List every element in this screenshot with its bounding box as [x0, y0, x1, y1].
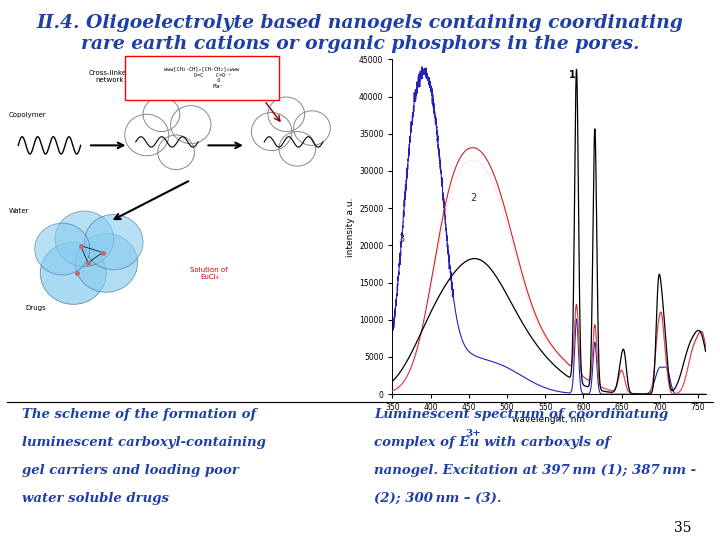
Text: with carboxyls of: with carboxyls of	[475, 436, 611, 449]
Text: 1: 1	[570, 70, 576, 80]
Text: (2); 300 nm – (3).: (2); 300 nm – (3).	[374, 492, 502, 505]
Text: luminescent carboxyl-containing: luminescent carboxyl-containing	[22, 436, 266, 449]
Text: rare earth cations or organic phosphors in the pores.: rare earth cations or organic phosphors …	[81, 35, 639, 53]
Text: The scheme of the formation of: The scheme of the formation of	[22, 408, 256, 421]
Text: Luminescent spectrum of coordinatung: Luminescent spectrum of coordinatung	[374, 408, 669, 421]
Text: Solution of
EuCl₃: Solution of EuCl₃	[190, 267, 228, 280]
Circle shape	[40, 242, 107, 305]
Text: 3+: 3+	[465, 429, 481, 438]
Text: Drugs: Drugs	[26, 305, 46, 311]
Text: gel carriers and loading poor: gel carriers and loading poor	[22, 464, 238, 477]
Text: Copolymer: Copolymer	[9, 112, 47, 118]
Text: II.4. Oligoelectrolyte based nanogels containing coordinating: II.4. Oligoelectrolyte based nanogels co…	[37, 14, 683, 31]
Text: nanogel. Excitation at 397 nm (1); 387 nm -: nanogel. Excitation at 397 nm (1); 387 n…	[374, 464, 696, 477]
Y-axis label: intensity a.u.: intensity a.u.	[346, 197, 355, 256]
Text: 35: 35	[674, 521, 691, 535]
Text: 2: 2	[470, 193, 477, 202]
Circle shape	[55, 211, 114, 266]
Circle shape	[84, 214, 143, 270]
Text: 3: 3	[398, 234, 405, 244]
Text: www[CH₂-CH]ₓ[CH-CH₂]ₙwww
       O=C    C=O⁻²
           O
          Ma⁺: www[CH₂-CH]ₓ[CH-CH₂]ₙwww O=C C=O⁻² O Ma⁺	[164, 67, 239, 89]
Text: Water: Water	[9, 208, 30, 214]
X-axis label: wavelenght, nm: wavelenght, nm	[513, 415, 585, 424]
Text: complex of Eu: complex of Eu	[374, 436, 480, 449]
Text: water soluble drugs: water soluble drugs	[22, 492, 168, 505]
Bar	[125, 56, 279, 100]
Text: Cross-linked
network: Cross-linked network	[89, 70, 131, 83]
Circle shape	[75, 233, 138, 292]
Circle shape	[35, 223, 90, 275]
